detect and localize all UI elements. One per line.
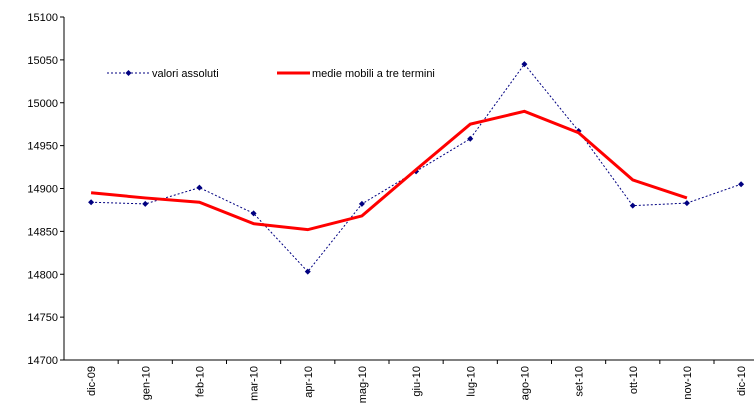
legend-marker [125, 70, 132, 76]
x-tick-label: mar-10 [249, 366, 261, 401]
x-tick-label: nov-10 [682, 366, 694, 400]
y-tick-label: 15050 [27, 55, 58, 67]
data-point [629, 202, 636, 209]
x-tick-label: feb-10 [194, 366, 206, 397]
data-point [304, 268, 311, 275]
y-tick-label: 14900 [27, 184, 58, 196]
series-line [90, 109, 688, 232]
x-tick-label: dic-10 [736, 366, 748, 396]
y-tick-label: 14800 [27, 269, 58, 281]
x-tick-label: set-10 [574, 366, 586, 397]
x-tick-label: lug-10 [465, 366, 477, 397]
y-tick-label: 15000 [27, 98, 58, 110]
data-point [358, 200, 365, 207]
data-point [467, 135, 474, 142]
x-tick-label: gen-10 [140, 366, 152, 400]
y-tick-label: 14850 [27, 226, 58, 238]
legend-label: valori assoluti [152, 68, 219, 80]
legend-label: medie mobili a tre termini [312, 68, 435, 80]
y-tick-label: 15100 [27, 12, 58, 24]
data-point [196, 184, 203, 191]
x-tick-label: giu-10 [411, 366, 423, 397]
x-tick-label: ago-10 [519, 366, 531, 400]
data-point [250, 210, 257, 217]
y-tick-label: 14700 [27, 355, 58, 367]
y-tick-label: 14950 [27, 141, 58, 153]
data-point [738, 181, 745, 188]
x-tick-label: dic-09 [86, 366, 98, 396]
data-point [142, 200, 149, 207]
x-tick-label: ott-10 [628, 366, 640, 394]
data-point [683, 200, 690, 207]
data-point [88, 199, 95, 206]
y-tick-label: 14750 [27, 312, 58, 324]
x-tick-label: apr-10 [303, 366, 315, 398]
x-tick-label: mag-10 [357, 366, 369, 403]
data-point [521, 61, 528, 68]
